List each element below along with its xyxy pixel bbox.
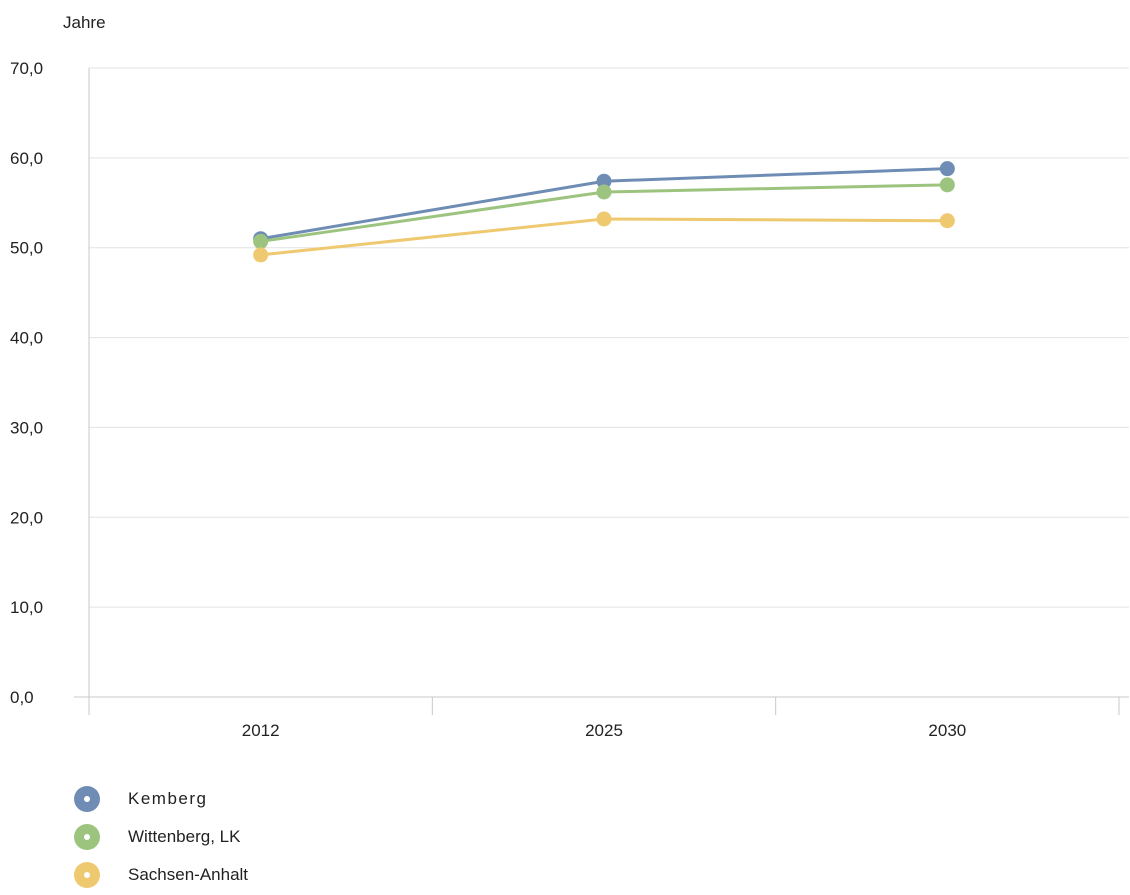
data-point[interactable]: [253, 233, 269, 249]
legend-label: Kemberg: [128, 789, 208, 808]
x-tick-label: 2025: [585, 721, 623, 740]
legend: Kemberg Wittenberg, LK Sachsen-Anhalt: [74, 780, 248, 894]
data-point[interactable]: [939, 161, 955, 177]
y-tick-label: 70,0: [10, 59, 43, 78]
y-tick-labels: 0,0 10,0 20,0 30,0 40,0 50,0 60,0 70,0: [10, 59, 43, 707]
data-point[interactable]: [596, 173, 612, 189]
legend-marker-icon: [74, 786, 100, 812]
legend-marker-icon: [74, 862, 100, 888]
legend-marker-icon: [74, 824, 100, 850]
legend-item-wittenberg[interactable]: Wittenberg, LK: [74, 818, 248, 856]
y-axis-label: Jahre: [63, 13, 106, 32]
data-point[interactable]: [939, 213, 955, 229]
y-tick-label: 40,0: [10, 329, 43, 348]
data-point[interactable]: [596, 184, 612, 200]
y-tick-label: 50,0: [10, 239, 43, 258]
data-point[interactable]: [939, 177, 955, 193]
y-tick-label: 0,0: [10, 688, 34, 707]
y-tick-label: 30,0: [10, 418, 43, 437]
legend-label: Sachsen-Anhalt: [128, 865, 249, 884]
y-tick-label: 60,0: [10, 149, 43, 168]
x-tick-labels: 2012 2025 2030: [242, 721, 966, 740]
data-point[interactable]: [253, 247, 269, 263]
axes: [74, 68, 1129, 715]
legend-item-sachsen-anhalt[interactable]: Sachsen-Anhalt: [74, 856, 248, 894]
legend-item-kemberg[interactable]: Kemberg: [74, 780, 248, 818]
legend-label: Wittenberg, LK: [128, 827, 241, 846]
line-chart: Jahre 0,0 10,0 20,0 30,0 40,0 50,0 60,0 70,0 20…: [10, 13, 1129, 740]
series-points: [253, 161, 955, 263]
y-tick-label: 10,0: [10, 598, 43, 617]
x-tick-label: 2030: [928, 721, 966, 740]
x-tick-label: 2012: [242, 721, 280, 740]
data-point[interactable]: [596, 211, 612, 227]
y-tick-label: 20,0: [10, 508, 43, 527]
gridlines: [89, 67, 1129, 608]
